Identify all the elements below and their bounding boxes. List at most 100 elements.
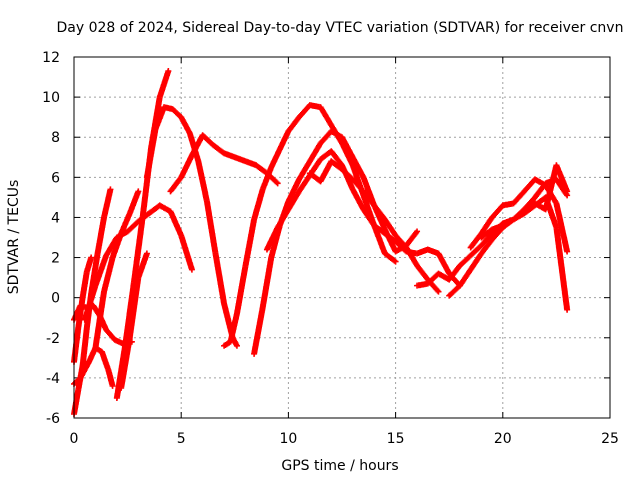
y-tick-label: 6 [51, 170, 60, 186]
series-segment-markers [157, 69, 171, 99]
x-tick-label: 15 [387, 431, 405, 447]
series-pass-f [92, 188, 142, 351]
series-pass-i [143, 104, 240, 349]
series-segment-markers [447, 283, 462, 298]
series-segment-markers [71, 304, 83, 322]
series-segment-markers [511, 189, 527, 206]
series-segment-markers [339, 135, 356, 159]
data-point [564, 192, 571, 199]
series-segment-markers [127, 189, 141, 216]
series-segment-markers [553, 163, 570, 194]
y-tick-label: -6 [46, 411, 60, 427]
series-segment-markers [318, 105, 334, 127]
series-segment-markers [204, 199, 219, 256]
series-pass-h [118, 250, 150, 391]
data-point [414, 228, 421, 235]
series-segment-markers [131, 215, 146, 284]
series-pass-r [478, 194, 571, 313]
series-segment-markers [522, 203, 537, 216]
x-tick-label: 0 [70, 431, 79, 447]
series-segment-markers [297, 103, 312, 120]
data-point [143, 250, 150, 257]
series-segment-markers [212, 251, 227, 306]
data-point [188, 266, 195, 273]
series-segment-markers [361, 207, 377, 228]
series-segment-markers [268, 147, 283, 169]
series-segment-markers [329, 159, 344, 172]
y-tick-label: 0 [51, 291, 60, 307]
series-segment-markers [118, 336, 133, 390]
series-segment-markers [264, 225, 280, 252]
series-segment-markers [490, 203, 505, 220]
series-segment-markers [101, 255, 116, 294]
series-segment-markers [251, 306, 266, 356]
series-segment-markers [296, 159, 313, 181]
series-segment-markers [99, 350, 111, 372]
x-axis-label: GPS time / hours [281, 458, 398, 474]
series-segment-markers [125, 219, 141, 234]
series-segment-markers [479, 227, 494, 240]
series-segment-markers [178, 233, 195, 272]
series-segment-markers [383, 251, 398, 264]
series-segment-markers [340, 167, 355, 182]
series-segment-markers [339, 141, 356, 167]
series-segment-markers [234, 264, 249, 316]
data-point [107, 186, 114, 193]
series-segment-markers [350, 177, 366, 194]
x-tick-label: 10 [279, 431, 297, 447]
series-segment-markers [307, 141, 323, 163]
series-segment-markers [135, 251, 150, 280]
series-segment-markers [200, 133, 216, 148]
series-segment-markers [361, 189, 377, 208]
series-segment-markers [227, 312, 240, 344]
series-segment-markers [383, 231, 398, 244]
series-segment-markers [318, 129, 334, 146]
series-segment-markers [490, 225, 505, 242]
data-point [564, 248, 571, 255]
data-point [165, 68, 172, 75]
series-segment-markers [260, 165, 274, 191]
series-segment-markers [104, 327, 117, 342]
y-tick-label: -2 [46, 331, 60, 347]
series-segment-markers [92, 290, 107, 350]
series-segment-markers [110, 231, 124, 260]
series-segment-markers [479, 231, 495, 248]
series-segment-markers [447, 263, 462, 282]
data-point [392, 258, 399, 265]
series-segment-markers [275, 207, 291, 230]
series-pass-n [306, 158, 442, 295]
series-segment-markers [211, 143, 226, 156]
series-segment-markers [468, 251, 484, 272]
series-segment-markers [318, 159, 334, 184]
series-segment-markers [251, 187, 266, 222]
series-segment-markers [522, 177, 537, 194]
series-segment-markers [382, 217, 398, 238]
series-segment-markers [79, 303, 89, 311]
series-segment-markers [79, 326, 90, 368]
series-segment-markers [414, 263, 430, 282]
series-segment-markers [92, 253, 109, 288]
tick-labels: 0 5 10 15 20 25 -6 -4 -2 0 2 4 6 8 10 12 [42, 50, 619, 447]
series-segment-markers [296, 173, 312, 194]
y-tick-label: -4 [46, 371, 60, 387]
series-segment-markers [458, 253, 473, 268]
series-segment-markers [277, 129, 291, 151]
series-segment-markers [168, 209, 184, 238]
series-segment-markers [168, 175, 184, 194]
series-segment-markers [479, 215, 495, 236]
data-point [435, 288, 442, 295]
series-segment-markers [189, 133, 205, 157]
series-segment-markers [122, 280, 137, 346]
series-segment-markers [457, 267, 473, 288]
chart-title: Day 028 of 2024, Sidereal Day-to-day VTE… [57, 20, 624, 36]
y-axis-label: SDTVAR / TECUs [6, 180, 22, 295]
data-point [109, 382, 116, 389]
series-segment-markers [286, 177, 302, 204]
series-segment-markers [554, 177, 570, 198]
series-segment-markers [178, 115, 193, 135]
series-segment-markers [82, 284, 98, 322]
series-segment-markers [372, 203, 387, 222]
y-tick-label: 12 [42, 50, 60, 66]
